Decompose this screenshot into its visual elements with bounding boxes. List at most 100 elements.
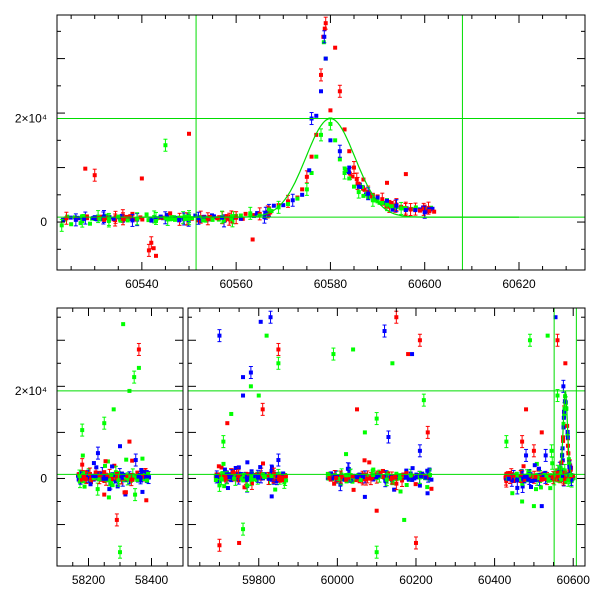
green-point — [80, 453, 85, 458]
blue-point — [543, 453, 548, 458]
green-point — [186, 216, 191, 221]
green-point — [425, 485, 430, 490]
blue-point — [425, 468, 430, 473]
blue-point — [417, 448, 422, 453]
red-point — [83, 477, 88, 482]
blue-point — [412, 476, 417, 481]
x-tick-label: 59800 — [242, 573, 276, 587]
green-point — [384, 477, 389, 482]
season-0 — [76, 322, 152, 559]
green-point — [230, 214, 235, 219]
red-point — [110, 477, 115, 482]
green-point — [398, 489, 403, 494]
green-point — [504, 439, 509, 444]
blue-point — [249, 469, 254, 474]
red-point — [381, 474, 386, 479]
green-point — [96, 477, 101, 482]
blue-point — [101, 476, 106, 481]
green-point — [79, 308, 83, 312]
blue-point — [276, 458, 281, 463]
green-point — [80, 428, 85, 433]
green-point — [404, 483, 409, 488]
red-point — [78, 477, 83, 482]
red-point — [114, 517, 119, 522]
green-point — [304, 187, 309, 192]
red-point — [346, 475, 351, 480]
blue-point — [423, 475, 428, 480]
green-point — [78, 221, 83, 226]
green-point — [544, 473, 549, 478]
red-point — [394, 315, 399, 320]
green-point — [264, 333, 269, 338]
green-point — [380, 200, 385, 205]
green-point — [229, 216, 234, 221]
blue-point — [422, 210, 427, 215]
blue-point — [537, 466, 542, 471]
blue-point — [263, 211, 268, 216]
blue-point — [271, 203, 276, 208]
blue-point — [281, 203, 286, 208]
green-point — [394, 471, 399, 476]
red-point — [350, 474, 355, 479]
red-point — [219, 465, 224, 470]
blue-point — [123, 492, 128, 497]
red-point — [413, 540, 418, 545]
red-point — [242, 485, 247, 490]
green-point — [546, 477, 551, 482]
green-point — [128, 475, 133, 480]
red-point — [277, 474, 282, 479]
red-point — [108, 475, 113, 480]
blue-point — [281, 471, 286, 476]
green-point — [550, 461, 555, 466]
blue-point — [274, 479, 279, 484]
blue-point — [539, 504, 544, 509]
red-point — [125, 473, 130, 478]
red-point — [355, 407, 360, 412]
red-point — [102, 217, 107, 222]
red-point — [367, 460, 372, 465]
blue-point — [88, 482, 93, 487]
green-point — [399, 206, 404, 211]
green-point — [77, 474, 82, 479]
green-point — [374, 550, 379, 555]
x-tick-label: 60200 — [399, 573, 433, 587]
red-point — [261, 461, 266, 466]
green-point — [172, 217, 177, 222]
y-tick-label: 2×10⁴ — [15, 384, 47, 398]
red-point — [98, 473, 103, 478]
red-point — [102, 492, 107, 497]
red-point — [130, 211, 135, 216]
red-point — [230, 471, 235, 476]
green-point — [118, 550, 122, 555]
green-point — [342, 171, 347, 176]
blue-point — [425, 491, 430, 496]
green-point — [276, 361, 281, 366]
season-3 — [503, 315, 576, 509]
blue-point — [268, 315, 273, 320]
blue-point — [130, 218, 135, 223]
red-point — [144, 498, 149, 503]
blue-point — [362, 494, 367, 499]
red-point — [319, 72, 323, 77]
green-point — [116, 478, 121, 483]
blue-point — [561, 384, 566, 389]
blue-point — [269, 477, 274, 482]
green-point — [385, 202, 389, 207]
blue-point — [386, 435, 391, 439]
blue-point — [519, 469, 524, 474]
blue-point — [406, 477, 411, 482]
blue-point — [73, 217, 78, 222]
green-point — [106, 495, 111, 500]
red-point — [361, 177, 366, 182]
green-point — [135, 477, 140, 482]
green-point — [229, 411, 234, 416]
green-point — [121, 322, 126, 327]
green-point — [125, 476, 130, 481]
green-point — [402, 517, 407, 522]
red-point — [417, 338, 422, 343]
red-point — [563, 470, 568, 475]
blue-point — [258, 465, 263, 470]
green-point — [105, 459, 110, 464]
blue-point — [245, 460, 250, 465]
blue-point — [236, 465, 241, 470]
